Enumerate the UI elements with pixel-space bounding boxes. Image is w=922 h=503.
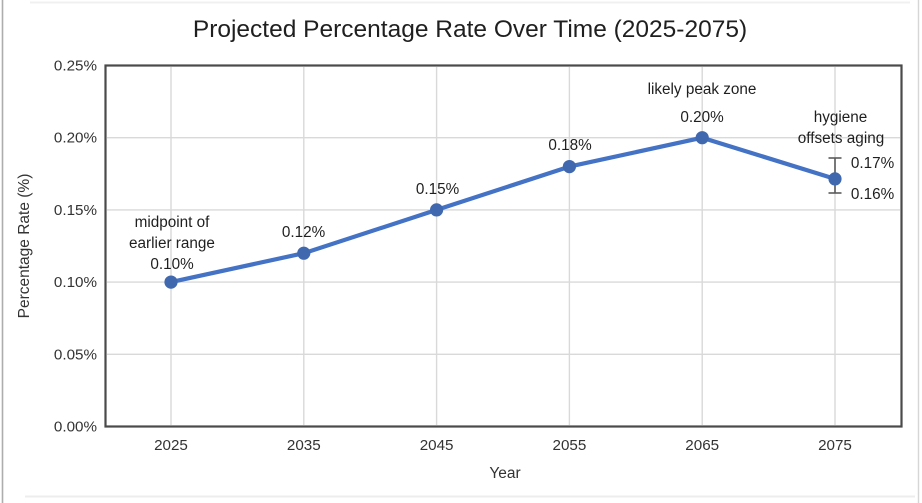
point-label-2025: 0.10% [150,256,194,273]
marker-2035 [297,246,311,260]
chart-title: Projected Percentage Rate Over Time (202… [193,16,747,43]
chart-annotations: midpoint of earlier range likely peak zo… [129,81,895,252]
point-label-2045: 0.15% [416,181,460,198]
rate-trend-line [168,135,838,285]
vertical-gridlines [170,66,836,426]
x-axis-title: Year [489,465,520,482]
point-label-2055: 0.18% [548,137,592,154]
error-upper-label: 0.17% [851,155,895,172]
y-tick-label: 0.25% [54,58,97,75]
marker-2075 [828,172,842,186]
y-axis-tick-labels: 0.25% 0.20% 0.15% 0.10% 0.05% 0.00% [54,58,97,436]
y-tick-label: 0.00% [54,419,97,436]
x-tick-label: 2035 [287,437,321,454]
x-tick-label: 2065 [685,437,719,454]
error-lower-label: 0.16% [851,186,895,203]
x-tick-label: 2055 [553,437,587,454]
y-tick-label: 0.10% [54,274,97,291]
horizontal-gridlines [106,136,901,355]
annotation-hygiene-line2: offsets aging [798,130,884,147]
data-point-markers [164,131,842,289]
y-axis-title: Percentage Rate (%) [16,174,33,319]
marker-2045 [430,203,444,217]
data-point-labels: 0.10% 0.12% 0.15% 0.18% 0.20% [150,109,724,273]
y-tick-label: 0.15% [54,202,97,219]
y-tick-label: 0.05% [54,346,97,363]
marker-2055 [562,160,577,174]
x-tick-label: 2025 [154,437,188,454]
annotation-midpoint-line2: earlier range [129,235,215,252]
plot-area-border [104,64,903,428]
marker-2065 [695,131,709,145]
marker-2025 [164,275,178,289]
x-tick-label: 2045 [420,437,454,454]
annotation-hygiene-line1: hygiene [814,109,868,126]
point-label-2065: 0.20% [680,109,724,126]
x-axis-tick-labels: 2025 2035 2045 2055 2065 2075 [154,437,852,454]
y-tick-label: 0.20% [54,130,97,147]
point-label-2035: 0.12% [282,224,326,241]
annotation-midpoint-line1: midpoint of [135,214,211,231]
annotation-peak-zone: likely peak zone [648,81,757,98]
x-tick-label: 2075 [818,437,852,454]
